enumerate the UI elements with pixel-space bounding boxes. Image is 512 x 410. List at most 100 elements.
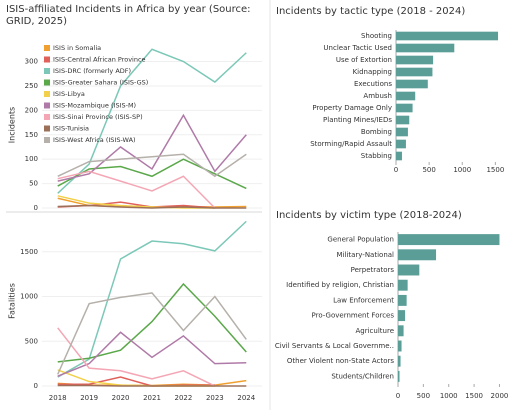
legend-label: ISIS-Mozambique (ISIS-M) <box>53 102 136 110</box>
category-label: Perpetrators <box>351 266 395 274</box>
category-label: Civil Servants & Local Governme.. <box>275 342 394 350</box>
x-tick-label: 2020 <box>112 394 130 402</box>
x-tick-label: 0 <box>396 392 400 400</box>
category-label: Unclear Tactic Used <box>323 44 392 52</box>
bar <box>398 325 404 337</box>
x-tick-label: 0 <box>394 166 398 174</box>
bar <box>398 264 420 276</box>
legend-label: ISIS-DRC (formerly ADF) <box>53 67 131 75</box>
y-tick-label: 200 <box>25 106 38 114</box>
bar <box>396 151 402 161</box>
bar <box>398 370 400 382</box>
y-tick-label: 300 <box>25 58 38 66</box>
category-label: Executions <box>354 80 392 88</box>
bar <box>398 355 401 367</box>
bar <box>396 43 455 53</box>
series-line <box>57 48 247 194</box>
bar <box>396 127 408 137</box>
category-label: Agriculture <box>356 327 395 335</box>
chart-title: Incidents by tactic type (2018 - 2024) <box>276 6 465 17</box>
bar <box>396 55 434 65</box>
y-axis-label: Incidents <box>8 107 17 143</box>
bar <box>396 67 433 77</box>
x-tick-label: 2022 <box>175 394 193 402</box>
bar <box>396 103 413 113</box>
series-line <box>57 195 215 209</box>
bar <box>398 249 437 261</box>
y-tick-label: 0 <box>34 382 38 390</box>
legend-swatch <box>44 91 50 97</box>
category-label: Military-National <box>336 251 394 259</box>
legend-label: ISIS-Sinai Province (ISIS-SP) <box>53 113 143 121</box>
category-label: Planting Mines/IEDs <box>323 116 392 124</box>
y-tick-label: 0 <box>34 204 38 212</box>
chart-title: Incidents by victim type (2018-2024) <box>276 210 462 221</box>
y-tick-label: 50 <box>29 180 38 188</box>
legend-label: ISIS-Tunisia <box>53 125 89 133</box>
legend-swatch <box>44 114 50 120</box>
x-tick-label: 2019 <box>80 394 98 402</box>
y-tick-label: 250 <box>25 82 38 90</box>
series-line <box>57 331 247 377</box>
category-label: Storming/Rapid Assault <box>310 140 392 148</box>
bar <box>398 279 408 291</box>
bar <box>396 139 406 149</box>
bar <box>398 310 406 322</box>
y-tick-label: 500 <box>25 337 38 345</box>
x-tick-label: 2000 <box>491 392 509 400</box>
bar <box>398 340 402 352</box>
x-tick-label: 2018 <box>49 394 67 402</box>
series-line <box>57 327 216 387</box>
legend-label: ISIS in Somalia <box>53 44 101 52</box>
legend-label: ISIS-Central African Province <box>53 56 146 64</box>
category-label: Kidnapping <box>353 68 392 76</box>
bar <box>398 294 407 306</box>
category-label: Shooting <box>361 32 392 40</box>
legend-swatch <box>44 102 50 109</box>
series-line <box>57 282 247 363</box>
bar <box>396 79 428 89</box>
category-label: Other Violent non-State Actors <box>287 357 394 365</box>
y-tick-label: 150 <box>25 131 38 139</box>
category-label: Property Damage Only <box>312 104 392 112</box>
legend-swatch <box>44 45 50 51</box>
legend-swatch <box>44 68 50 74</box>
y-axis-label: Fatalities <box>8 283 17 319</box>
y-tick-label: 1000 <box>20 293 38 301</box>
series-line <box>57 158 247 190</box>
series-line <box>57 292 247 375</box>
legend-label: ISIS-Greater Sahara (ISIS-GS) <box>53 79 148 87</box>
series-line <box>57 170 216 209</box>
legend-label: ISIS-West Africa (ISIS-WA) <box>53 136 136 144</box>
series-line <box>57 153 247 178</box>
legend-swatch <box>44 137 50 143</box>
series-line <box>57 220 247 378</box>
category-label: Stabbing <box>361 152 392 160</box>
legend-label: ISIS-Libya <box>53 90 85 98</box>
legend-swatch <box>44 56 50 63</box>
x-tick-label: 500 <box>422 166 435 174</box>
series-line <box>57 113 247 182</box>
y-tick-label: 100 <box>25 155 38 163</box>
bar <box>396 31 499 41</box>
x-tick-label: 1000 <box>453 166 471 174</box>
category-label: Identified by religion, Christian <box>286 281 394 289</box>
x-tick-label: 1500 <box>465 392 483 400</box>
category-label: General Population <box>327 236 394 244</box>
x-tick-label: 1500 <box>486 166 504 174</box>
x-tick-label: 1000 <box>440 392 458 400</box>
legend-swatch <box>44 125 50 132</box>
chart-title: ISIS-affiliated Incidents in Africa by y… <box>6 4 251 27</box>
x-tick-label: 2023 <box>206 394 224 402</box>
bar <box>396 91 416 101</box>
bar <box>396 115 410 125</box>
category-label: Bombing <box>361 128 392 136</box>
x-tick-label: 2021 <box>143 394 161 402</box>
series-line <box>57 376 215 387</box>
x-tick-label: 2024 <box>237 394 255 402</box>
category-label: Students/Children <box>331 372 394 380</box>
series-line <box>57 204 247 209</box>
legend-swatch <box>44 79 50 86</box>
category-label: Pro-Government Forces <box>312 312 395 320</box>
